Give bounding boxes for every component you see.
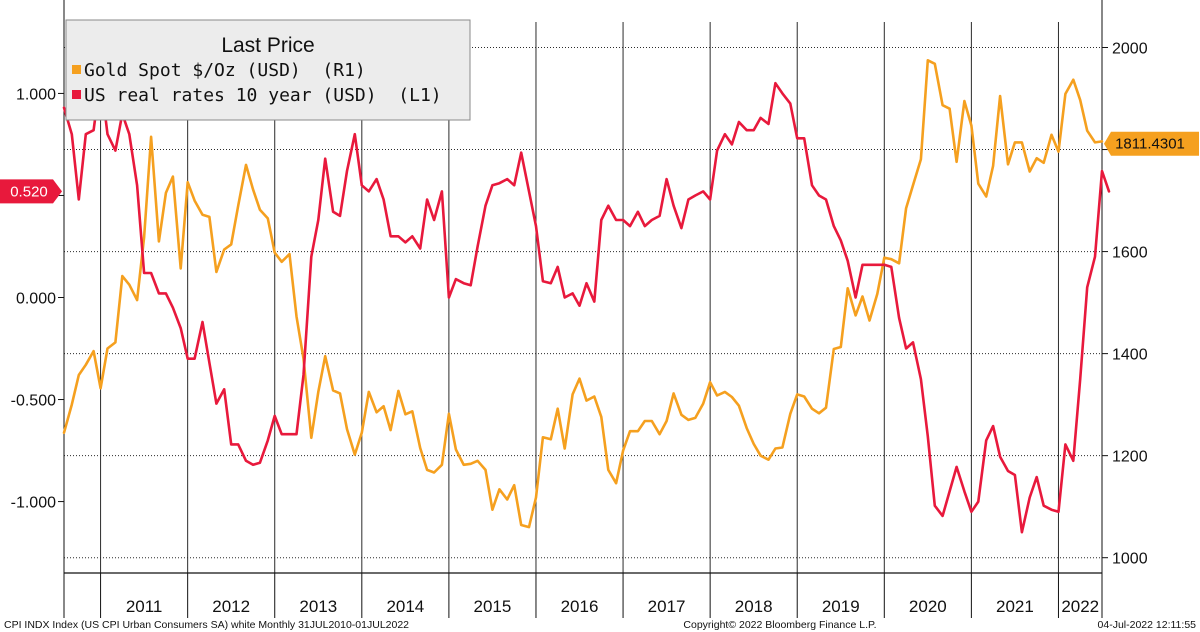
legend-title: Last Price [221, 34, 314, 57]
right-axis-tick-label: 1400 [1112, 347, 1148, 364]
footer: CPI INDX Index (US CPI Urban Consumers S… [4, 619, 1196, 631]
legend: Last Price Gold Spot $/Oz (USD) (R1) US … [65, 19, 471, 121]
x-axis-year-label: 2016 [561, 597, 599, 616]
x-axis-year-label: 2019 [822, 597, 860, 616]
badge-right-shape [1104, 131, 1199, 156]
right-axis-tick-label: 2000 [1112, 41, 1148, 58]
left-axis-tick-label: -1.000 [11, 495, 56, 512]
footer-source: CPI INDX Index (US CPI Urban Consumers S… [4, 619, 409, 631]
footer-timestamp: 04-Jul-2022 12:11:55 [1098, 619, 1197, 631]
badge-left-value: 0.520 [10, 183, 48, 200]
x-axis-year-label: 2021 [996, 597, 1034, 616]
badge-right-value: 1811.4301 [1115, 136, 1185, 153]
footer-copyright: Copyright© 2022 Bloomberg Finance L.P. [683, 619, 876, 631]
legend-swatch-gold [72, 65, 81, 74]
right-axis-tick-label: 1000 [1112, 551, 1148, 568]
series-line-real-rates [62, 75, 1111, 534]
series-layer [62, 58, 1111, 534]
legend-box [65, 19, 471, 121]
left-axis-tick-label: -0.500 [11, 393, 56, 410]
x-axis-year-label: 2017 [648, 597, 686, 616]
legend-label-gold: Gold Spot $/Oz (USD) (R1) [84, 60, 366, 81]
left-axis-tick-label: 1.000 [16, 86, 56, 103]
last-value-badge-right: 1811.4301 [1104, 131, 1199, 156]
x-axis-year-label: 2013 [299, 597, 337, 616]
x-axis-year-label: 2011 [126, 597, 163, 616]
right-axis-tick-label: 1200 [1112, 449, 1148, 466]
x-axis-year-label: 2014 [386, 597, 424, 616]
x-axis-year-label: 2018 [735, 597, 773, 616]
x-axis-year-label: 2022 [1061, 597, 1099, 616]
axis-layer: 2000 1600 1400 1200 1000 1.000 0.000 -0.500 -1.0… [11, 0, 1148, 618]
last-value-badge-left: 0.520 [0, 179, 62, 204]
series-line-gold [62, 58, 1104, 529]
legend-label-real-rates: US real rates 10 year (USD) (L1) [84, 85, 442, 106]
left-axis-tick-label: 0.000 [16, 291, 56, 308]
x-axis-year-label: 2020 [909, 597, 947, 616]
right-axis-tick-label: 1600 [1112, 245, 1148, 262]
legend-swatch-real-rates [72, 90, 81, 99]
x-axis-year-label: 2015 [474, 597, 512, 616]
badge-left-shape [0, 179, 62, 204]
x-axis-year-label: 2012 [212, 597, 250, 616]
